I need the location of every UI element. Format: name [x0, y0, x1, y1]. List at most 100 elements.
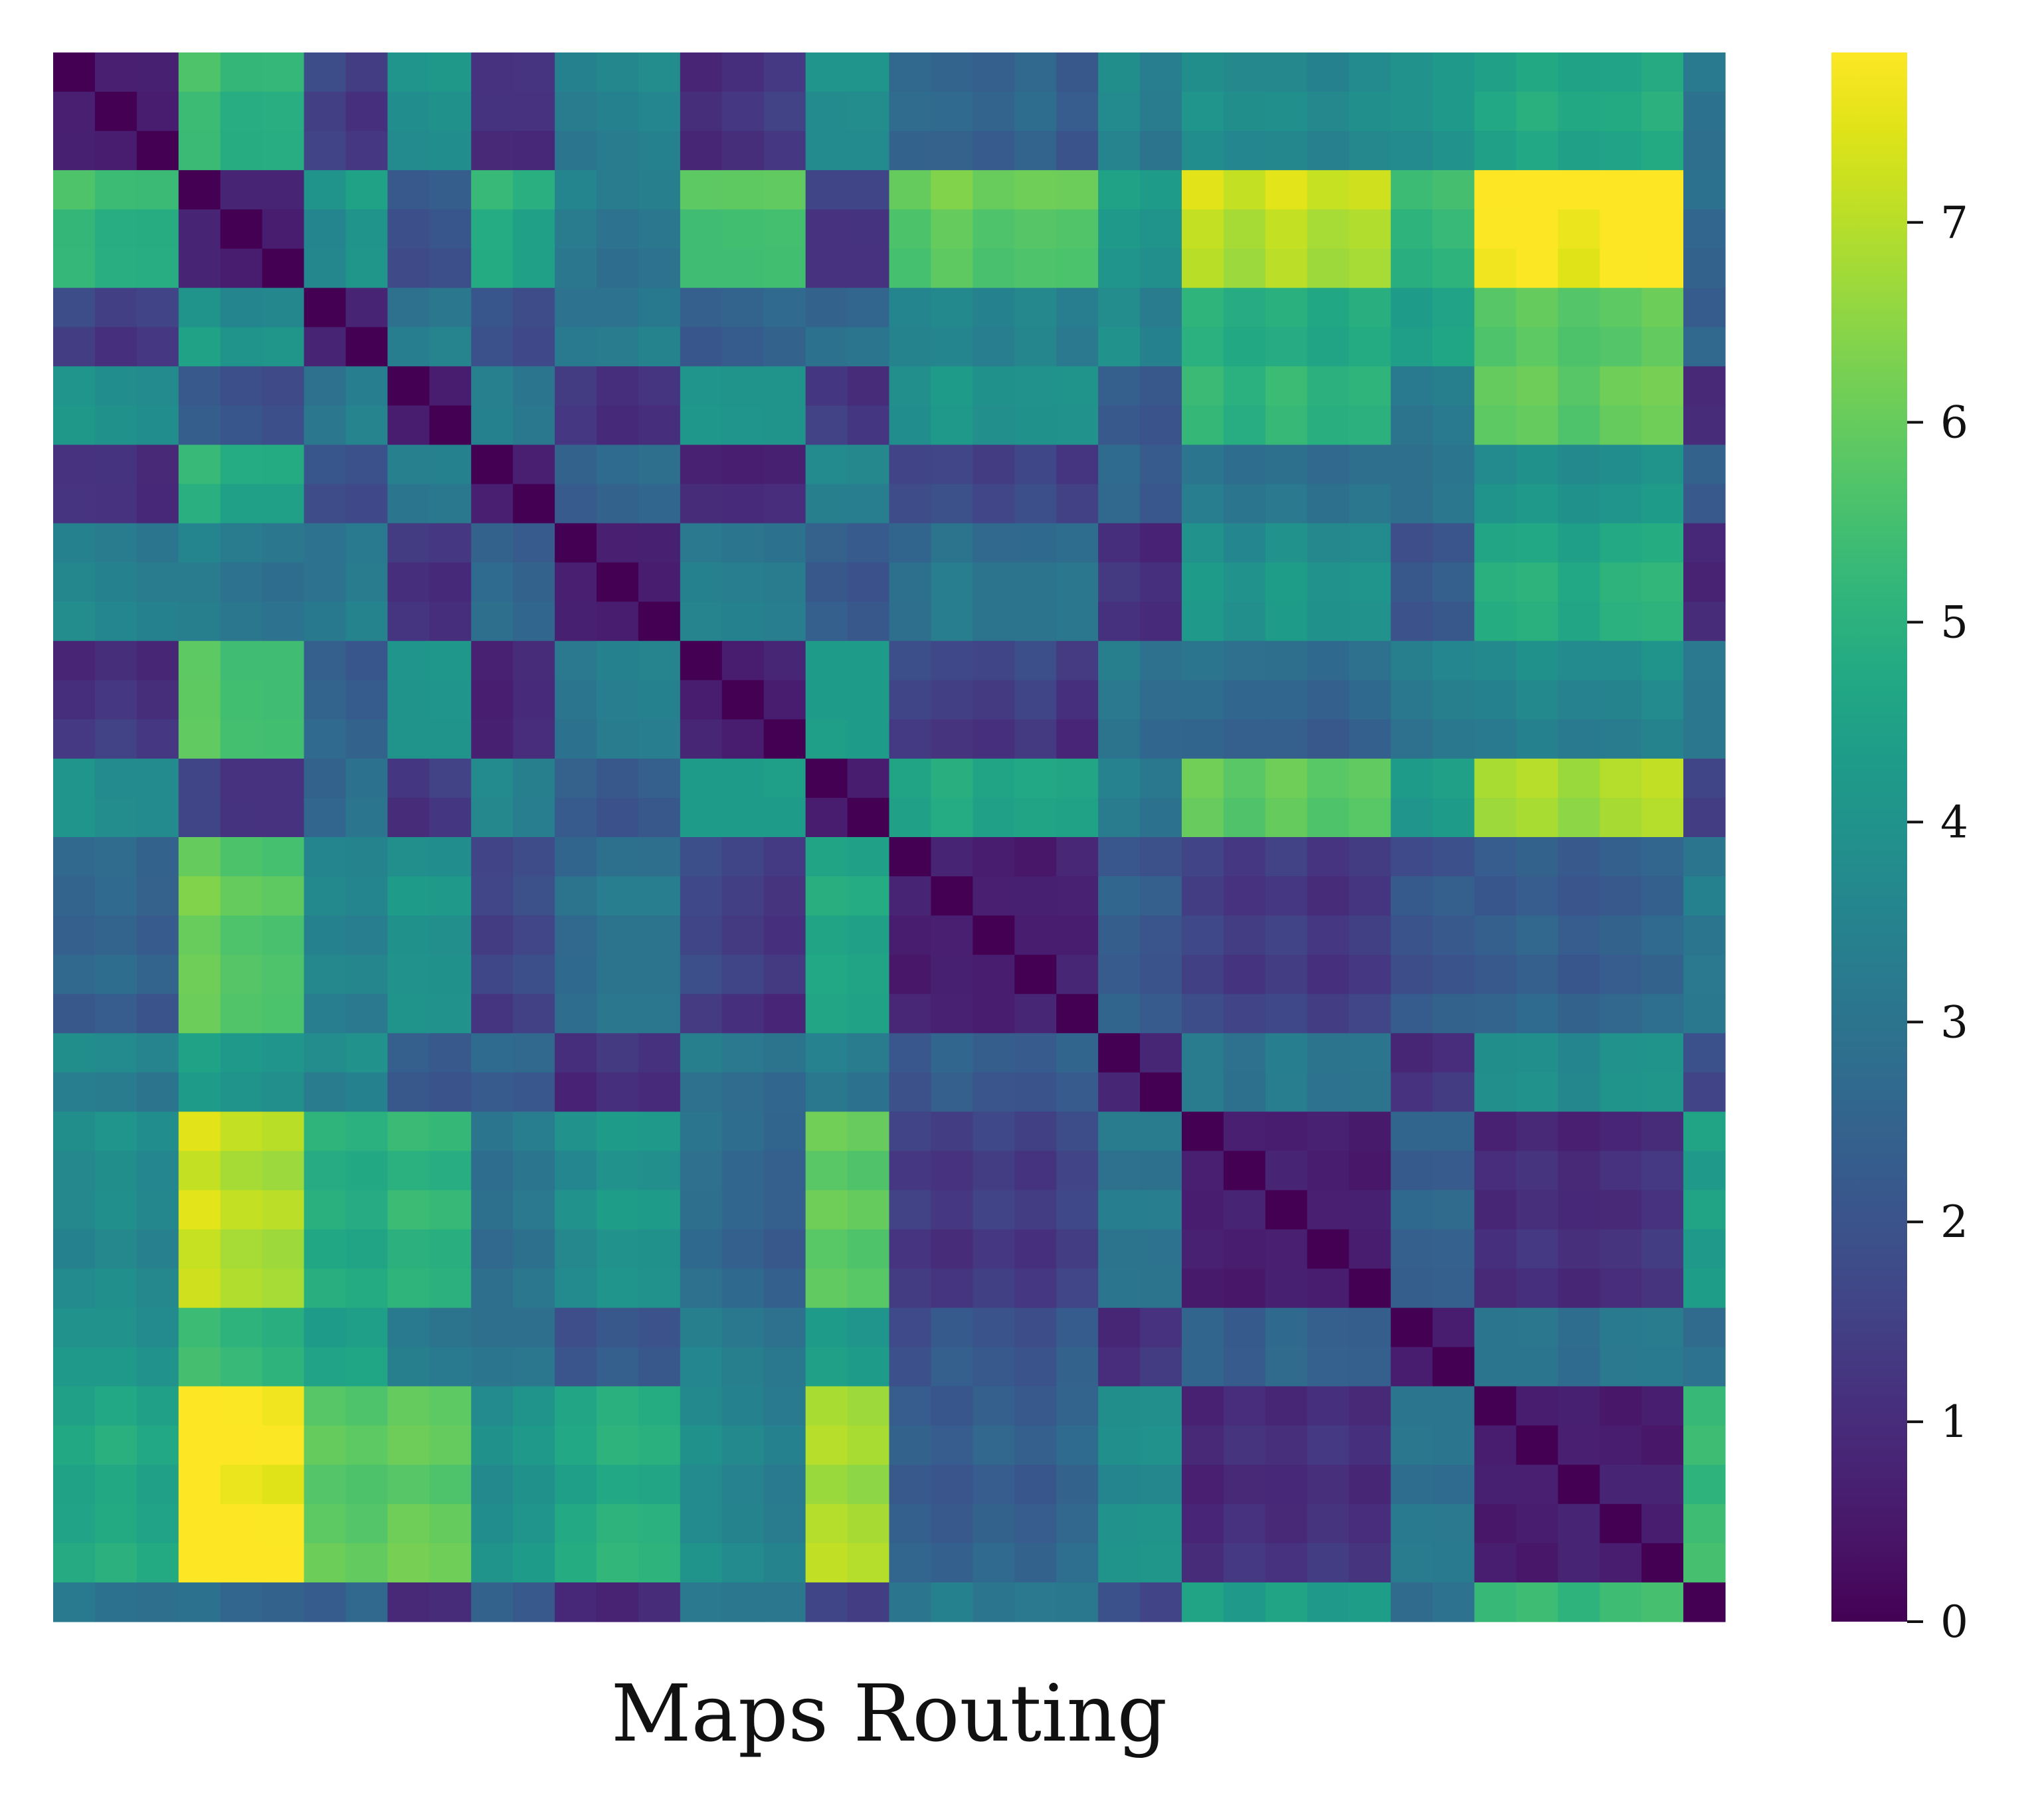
heatmap-cell [387, 915, 430, 955]
heatmap-cell [555, 640, 597, 681]
heatmap-cell [1683, 640, 1726, 681]
heatmap-cell [262, 797, 305, 838]
heatmap-cell [94, 1033, 138, 1073]
heatmap-cell [1181, 1190, 1224, 1230]
heatmap-cell [1056, 523, 1099, 563]
heatmap-cell [1641, 994, 1684, 1034]
heatmap-cell [1056, 327, 1099, 367]
heatmap-cell [1683, 915, 1726, 955]
heatmap-cell [847, 1347, 890, 1387]
heatmap-cell [597, 444, 639, 485]
heatmap-cell [1223, 248, 1266, 288]
heatmap-cell [638, 640, 681, 681]
heatmap-cell [1014, 719, 1057, 759]
heatmap-cell [1641, 1582, 1684, 1622]
heatmap-cell [94, 288, 138, 328]
heatmap-cell [178, 719, 221, 759]
heatmap-cell [94, 837, 138, 877]
heatmap-cell [304, 640, 347, 681]
heatmap-cell [931, 562, 973, 603]
heatmap-cell [889, 366, 932, 407]
heatmap-cell [973, 1543, 1015, 1583]
heatmap-cell [1348, 170, 1392, 210]
heatmap-cell [889, 1229, 932, 1270]
heatmap-cell [429, 640, 472, 681]
heatmap-cell [1600, 915, 1642, 955]
heatmap-cell [53, 1307, 96, 1348]
heatmap-cell [1474, 405, 1517, 446]
heatmap-cell [597, 484, 639, 524]
heatmap-cell [638, 601, 681, 642]
heatmap-cell [262, 1582, 305, 1622]
heatmap-cell [1056, 288, 1099, 328]
heatmap-cells [53, 52, 1726, 1622]
heatmap-cell [1014, 1543, 1057, 1583]
heatmap-cell [513, 1307, 555, 1348]
heatmap-cell [304, 248, 347, 288]
heatmap-cell [1265, 562, 1308, 603]
heatmap-cell [94, 915, 138, 955]
heatmap-cell [1390, 209, 1434, 249]
heatmap-cell [805, 52, 848, 92]
heatmap-cell [1432, 52, 1475, 92]
heatmap-cell [53, 562, 96, 603]
heatmap-cell [805, 1464, 848, 1505]
heatmap-cell [805, 1111, 848, 1151]
heatmap-cell [220, 288, 263, 328]
heatmap-cell [53, 955, 96, 995]
heatmap-cell [1474, 288, 1517, 328]
heatmap-cell [1223, 797, 1266, 838]
heatmap-cell [1432, 1503, 1475, 1544]
heatmap-cell [1014, 837, 1057, 877]
heatmap-cell [1265, 1582, 1308, 1622]
heatmap-cell [220, 52, 263, 92]
heatmap-cell [973, 52, 1015, 92]
heatmap-cell [471, 209, 513, 249]
heatmap-cell [1265, 1347, 1308, 1387]
heatmap-cell [53, 797, 96, 838]
heatmap-cell [1098, 1386, 1141, 1426]
heatmap-cell [53, 405, 96, 446]
heatmap-cell [53, 1464, 96, 1505]
heatmap-cell [973, 1307, 1015, 1348]
heatmap-cell [220, 131, 263, 171]
heatmap-cell [513, 562, 555, 603]
heatmap-cell [429, 288, 472, 328]
heatmap-cell [1558, 405, 1600, 446]
heatmap-cell [429, 1151, 472, 1191]
heatmap-cell [429, 1543, 472, 1583]
heatmap-cell [805, 758, 848, 799]
heatmap-cell [136, 92, 179, 132]
heatmap-cell [805, 1190, 848, 1230]
heatmap-cell [345, 327, 388, 367]
heatmap-cell [1223, 1464, 1266, 1505]
heatmap-cell [513, 1033, 555, 1073]
heatmap-cell [805, 248, 848, 288]
colorbar-tick-label: 1 [1940, 1396, 1968, 1448]
heatmap-cell [721, 1503, 765, 1544]
heatmap-cell [597, 797, 639, 838]
heatmap-cell [220, 1229, 263, 1270]
heatmap-cell [763, 719, 806, 759]
heatmap-cell [345, 1543, 388, 1583]
heatmap-cell [136, 1543, 179, 1583]
heatmap-cell [763, 1582, 806, 1622]
heatmap-cell [721, 405, 765, 446]
heatmap-cell [597, 131, 639, 171]
heatmap-cell [387, 680, 430, 720]
heatmap-cell [53, 1151, 96, 1191]
heatmap-cell [1181, 1503, 1224, 1544]
heatmap-cell [1641, 209, 1684, 249]
heatmap-cell [1558, 1464, 1600, 1505]
heatmap-cell [1265, 52, 1308, 92]
heatmap-cell [638, 1268, 681, 1309]
heatmap-cell [1600, 758, 1642, 799]
heatmap-cell [1474, 523, 1517, 563]
heatmap-cell [763, 209, 806, 249]
heatmap-cell [1307, 288, 1350, 328]
heatmap-cell [1474, 170, 1517, 210]
heatmap-cell [1265, 288, 1308, 328]
heatmap-cell [763, 1464, 806, 1505]
heatmap-cell [763, 1503, 806, 1544]
heatmap-cell [136, 170, 179, 210]
